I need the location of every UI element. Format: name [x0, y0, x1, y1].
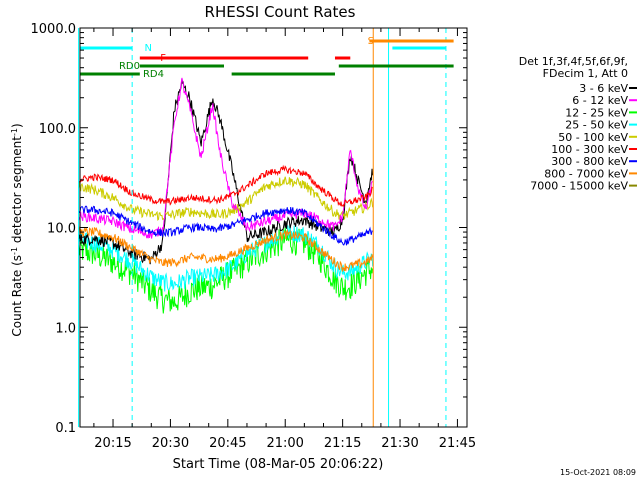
- annotation-s: S: [368, 36, 374, 47]
- y-tick-label: 100.0: [39, 122, 76, 137]
- x-axis: 20:15 20:30 20:45 21:00 21:15 21:30 21:45: [93, 28, 476, 451]
- legend-entry-label: 6 - 12 keV: [572, 94, 628, 107]
- annotation-rd0: RD0: [119, 61, 140, 72]
- series-line-1: [78, 77, 374, 239]
- y-label-exponent: -1: [10, 128, 19, 136]
- series-line-5: [78, 164, 373, 208]
- legend-entry-label: 800 - 7000 keV: [544, 167, 628, 180]
- x-tick-label: 20:15: [94, 436, 131, 451]
- state-bar-rd0: [338, 64, 454, 68]
- legend-entry-label: 25 - 50 keV: [565, 119, 628, 132]
- x-tick-label: 21:30: [381, 436, 418, 451]
- series-line-6: [78, 205, 374, 246]
- legend-entry-label: 50 - 100 keV: [558, 131, 628, 144]
- legend-entry-label: 3 - 6 keV: [579, 82, 628, 95]
- legend-entry-label: 7000 - 15000 keV: [530, 180, 628, 193]
- y-tick-label: 1000.0: [31, 22, 77, 37]
- series-line-3: [78, 224, 374, 292]
- x-tick-label: 20:30: [152, 436, 189, 451]
- y-label-exponent: -1: [10, 247, 19, 255]
- series-traces: [78, 77, 374, 314]
- state-bar-n: [80, 46, 133, 50]
- state-bar-n: [392, 46, 446, 50]
- y-tick-label: 10.0: [47, 222, 76, 237]
- y-label-part: detector segment: [10, 136, 24, 247]
- time-markers: [78, 28, 447, 427]
- timestamp: 15-Oct-2021 08:09: [560, 468, 636, 477]
- legend: Det 1f,3f,4f,5f,6f,9f,FDecim 1, Att 0 3 -…: [519, 55, 637, 193]
- legend-entry-label: 300 - 800 keV: [551, 155, 628, 168]
- series-line-7: [78, 226, 374, 272]
- y-axis: 1000.0 100.0 10.0 1.0 0.1: [31, 22, 467, 436]
- legend-entry-label: 100 - 300 keV: [551, 143, 628, 156]
- y-tick-label: 1.0: [55, 321, 76, 336]
- state-bar-f: [334, 56, 351, 60]
- x-tick-label: 21:00: [266, 436, 303, 451]
- legend-header: FDecim 1, Att 0: [543, 67, 628, 80]
- state-bar-s: [369, 39, 454, 43]
- state-bar-rd4: [231, 72, 335, 76]
- state-bar-rd4: [80, 72, 140, 76]
- y-tick-label: 0.1: [55, 421, 76, 436]
- chart-title: RHESSI Count Rates: [205, 3, 356, 21]
- annotation-f: F: [160, 53, 166, 64]
- annotation-rd4: RD4: [143, 69, 164, 80]
- x-tick-label: 20:45: [209, 436, 246, 451]
- y-label-part: Count Rate (s: [10, 255, 24, 337]
- state-bar-rd0: [139, 64, 225, 68]
- x-axis-label: Start Time (08-Mar-05 20:06:22): [173, 457, 384, 472]
- legend-entry-label: 12 - 25 keV: [565, 106, 628, 119]
- x-tick-label: 21:45: [439, 436, 476, 451]
- y-axis-label: Count Rate (s-1 detector segment-1): [10, 123, 25, 336]
- legend-header: Det 1f,3f,4f,5f,6f,9f,: [519, 55, 628, 68]
- y-label-part: ): [10, 123, 24, 128]
- state-bar-f: [139, 56, 309, 60]
- series-line-4: [78, 176, 374, 221]
- annotation-n: N: [145, 43, 152, 54]
- x-tick-label: 21:15: [324, 436, 361, 451]
